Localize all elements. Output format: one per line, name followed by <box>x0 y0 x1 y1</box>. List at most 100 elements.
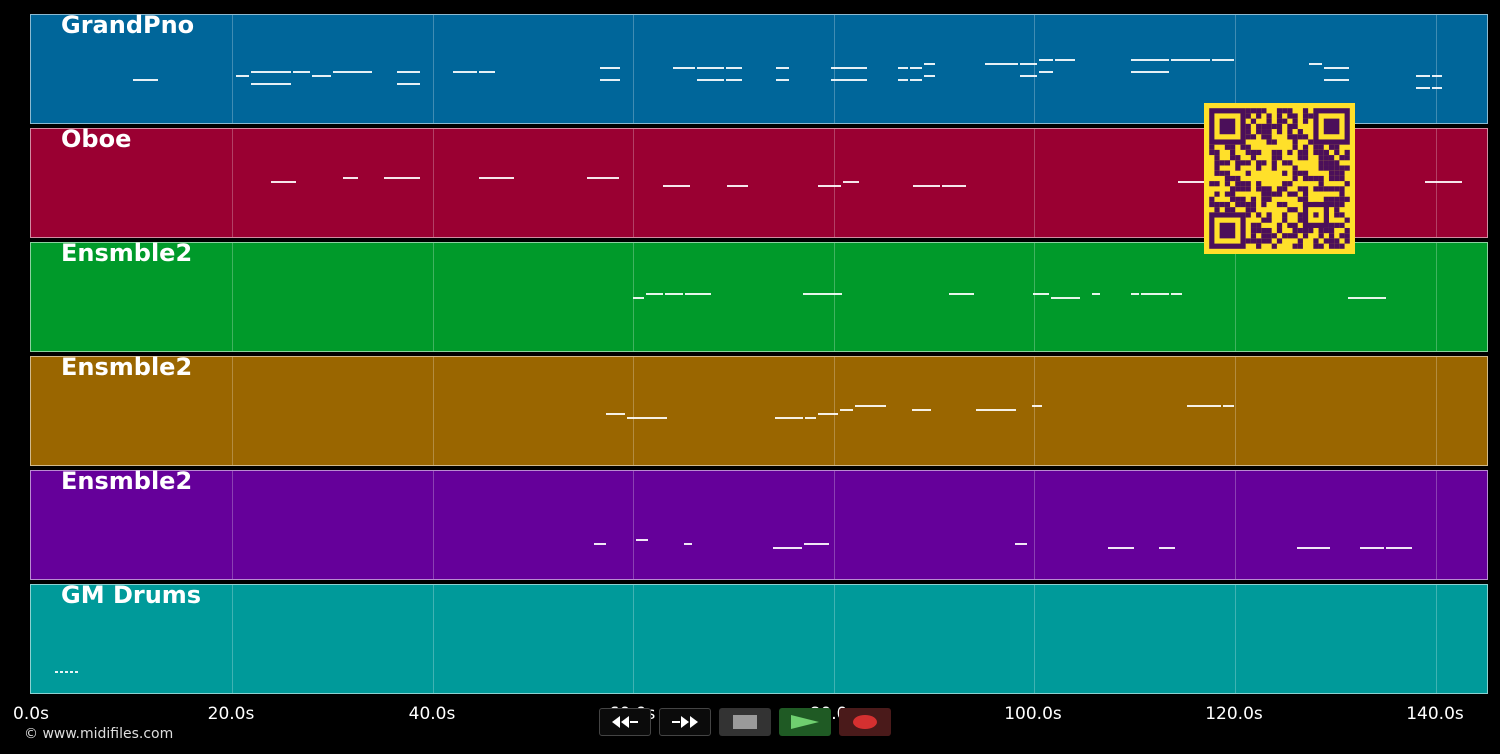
midi-note <box>1309 63 1323 65</box>
piano-roll: GrandPno Oboe Ensmble2 Ensmble2 Ensmble2… <box>30 0 1488 700</box>
fast-forward-icon <box>672 716 698 728</box>
midi-note <box>1031 405 1042 407</box>
track-name: Ensmble2 <box>61 239 193 267</box>
midi-note <box>75 671 78 673</box>
grid-line <box>1235 471 1236 579</box>
midi-note <box>803 543 829 545</box>
grid-line <box>232 243 233 351</box>
record-button[interactable] <box>839 708 891 736</box>
midi-note <box>662 185 690 187</box>
grid-line <box>1436 585 1437 693</box>
copyright-text: © www.midifiles.com <box>24 726 174 742</box>
midi-note <box>1091 293 1100 295</box>
midi-note <box>1020 63 1038 65</box>
midi-note <box>606 413 625 415</box>
midi-note <box>697 79 725 81</box>
midi-note <box>1415 75 1430 77</box>
midi-note <box>1131 59 1170 61</box>
grid-line <box>232 15 233 123</box>
stop-icon <box>733 715 757 729</box>
midi-note <box>776 79 790 81</box>
midi-note <box>665 293 683 295</box>
time-tick: 120.0s <box>1205 704 1263 724</box>
play-button[interactable] <box>779 708 831 736</box>
midi-note <box>913 185 941 187</box>
midi-note <box>1141 293 1170 295</box>
track-name: GM Drums <box>61 581 202 609</box>
midi-note <box>898 67 909 69</box>
time-tick: 140.0s <box>1406 704 1464 724</box>
transport-controls <box>599 708 891 738</box>
track-name: GrandPno <box>61 11 195 39</box>
rewind-icon <box>612 716 638 728</box>
midi-note <box>673 67 696 69</box>
time-tick: 20.0s <box>207 704 255 724</box>
midi-note <box>343 177 359 179</box>
midi-note <box>599 79 620 81</box>
grid-line <box>633 15 634 123</box>
grid-line <box>633 471 634 579</box>
fast-forward-button[interactable] <box>659 708 711 736</box>
midi-note <box>898 79 909 81</box>
midi-note <box>236 75 250 77</box>
midi-note <box>726 67 743 69</box>
grid-line <box>1436 357 1437 465</box>
track-lane-ensmble2-b: Ensmble2 <box>30 353 1488 466</box>
track-lane-ensmble2-c: Ensmble2 <box>30 469 1488 580</box>
midi-note <box>1360 547 1385 549</box>
track-lane-ensmble2-a: Ensmble2 <box>30 239 1488 352</box>
grid-line <box>1034 471 1035 579</box>
grid-line <box>433 471 434 579</box>
grid-line <box>232 585 233 693</box>
midi-note <box>478 177 514 179</box>
midi-note <box>843 181 860 183</box>
grid-line <box>1034 585 1035 693</box>
grid-line <box>1034 357 1035 465</box>
midi-note <box>802 293 842 295</box>
midi-note <box>251 71 292 73</box>
midi-note <box>1171 59 1211 61</box>
midi-note <box>776 67 790 69</box>
midi-note <box>975 409 1016 411</box>
midi-note <box>1186 405 1221 407</box>
midi-note <box>55 671 58 673</box>
stop-button[interactable] <box>719 708 771 736</box>
midi-note <box>1222 405 1234 407</box>
grid-line <box>1436 129 1437 237</box>
grid-line <box>633 129 634 237</box>
grid-line <box>232 357 233 465</box>
grid-line <box>1034 129 1035 237</box>
midi-note <box>1107 547 1134 549</box>
grid-line <box>433 129 434 237</box>
midi-note <box>599 67 620 69</box>
midi-note <box>60 671 63 673</box>
grid-line <box>1436 243 1437 351</box>
midi-note <box>453 71 478 73</box>
midi-note <box>383 177 420 179</box>
midi-note <box>830 67 867 69</box>
midi-note <box>1212 59 1235 61</box>
rewind-button[interactable] <box>599 708 651 736</box>
midi-note <box>1014 543 1027 545</box>
midi-note <box>830 79 867 81</box>
midi-note <box>1039 59 1054 61</box>
track-lane-gm-drums: GM Drums <box>30 581 1488 694</box>
midi-note <box>586 177 619 179</box>
grid-line <box>834 357 835 465</box>
midi-note <box>726 79 743 81</box>
grid-line <box>834 15 835 123</box>
midi-note <box>1158 547 1175 549</box>
midi-note <box>685 293 711 295</box>
midi-note <box>818 413 838 415</box>
midi-note <box>855 405 886 407</box>
grid-line <box>633 357 634 465</box>
track-lane-grandpno: GrandPno <box>30 11 1488 124</box>
grid-line <box>1436 15 1437 123</box>
midi-note <box>924 75 936 77</box>
midi-note <box>1039 71 1054 73</box>
grid-line <box>433 585 434 693</box>
track-name: Ensmble2 <box>61 353 193 381</box>
midi-note <box>633 297 644 299</box>
midi-note <box>293 71 311 73</box>
midi-note <box>910 79 923 81</box>
